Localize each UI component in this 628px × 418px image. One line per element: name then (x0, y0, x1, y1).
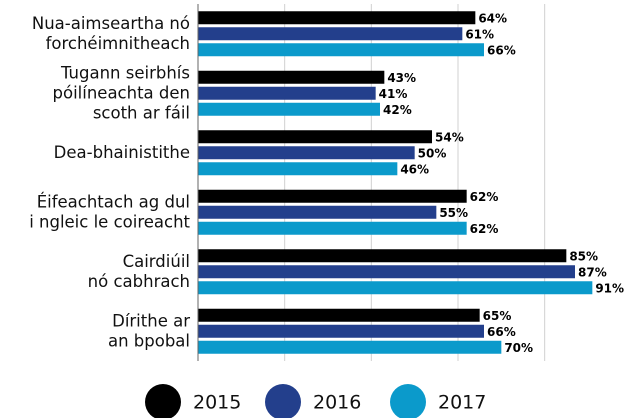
bar (198, 205, 437, 219)
bar (198, 27, 463, 41)
bar (198, 162, 398, 176)
category-label: Nua-aimseartha nó forchéimnitheach (32, 13, 190, 52)
value-label: 66% (487, 43, 516, 57)
value-label: 62% (470, 190, 499, 204)
bar (198, 11, 476, 25)
value-label: 50% (418, 146, 447, 160)
bar (198, 340, 502, 354)
bar (198, 102, 380, 116)
legend-label: 2015 (193, 392, 241, 414)
value-label: 61% (465, 27, 494, 41)
bar (198, 324, 484, 338)
legend-label: 2016 (313, 392, 361, 414)
value-label: 55% (439, 206, 468, 220)
bar (198, 86, 376, 100)
category-label: Tugann seirbhís póilíneachta den scoth ar … (53, 63, 190, 122)
bar (198, 281, 593, 295)
value-label: 87% (578, 265, 607, 279)
legend-swatch (390, 384, 426, 418)
value-label: 42% (383, 103, 412, 117)
category-label: Dírithe ar an bpobal (108, 311, 190, 350)
value-label: 41% (379, 87, 408, 101)
value-label: 85% (569, 249, 598, 263)
bar (198, 249, 567, 263)
value-label: 54% (435, 130, 464, 144)
legend-swatch (145, 384, 181, 418)
bar (198, 221, 467, 235)
category-label: Dea-bhainistithe (54, 142, 190, 161)
bar (198, 189, 467, 203)
value-label: 43% (387, 71, 416, 85)
bar (198, 146, 415, 160)
bar (198, 308, 480, 322)
category-label: Cairdiúil nó cabhrach (88, 251, 190, 290)
value-label: 62% (470, 222, 499, 236)
value-label: 46% (400, 162, 429, 176)
value-label: 91% (595, 281, 624, 295)
bar (198, 43, 484, 57)
bar (198, 70, 385, 84)
category-label: Éifeachtach ag dul i ngleic le coireacht (29, 192, 190, 231)
value-label: 66% (487, 325, 516, 339)
legend-swatch (265, 384, 301, 418)
value-label: 65% (483, 309, 512, 323)
legend-label: 2017 (438, 392, 486, 414)
value-label: 70% (504, 341, 533, 355)
bar (198, 130, 432, 144)
bar (198, 265, 575, 279)
value-label: 64% (478, 11, 507, 25)
